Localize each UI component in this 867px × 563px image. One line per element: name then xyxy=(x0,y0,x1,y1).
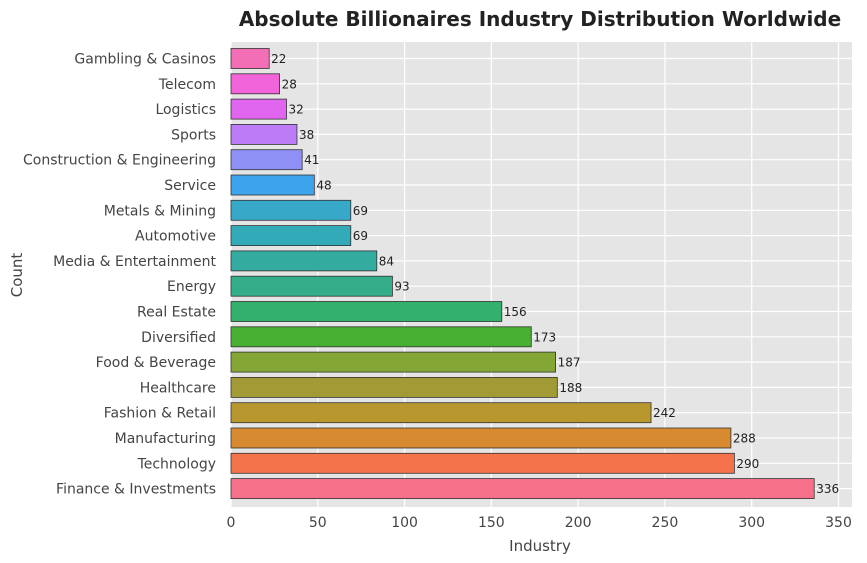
bar xyxy=(230,326,532,348)
category-label: Sports xyxy=(171,127,216,143)
x-tick-label: 0 xyxy=(227,515,236,531)
data-label: 156 xyxy=(504,305,527,319)
category-label: Manufacturing xyxy=(115,431,216,447)
bar xyxy=(230,48,270,69)
data-label: 187 xyxy=(558,356,581,370)
data-label: 173 xyxy=(533,330,556,344)
bar xyxy=(230,427,732,449)
data-label: 41 xyxy=(304,153,319,167)
category-label: Telecom xyxy=(158,77,216,93)
data-label: 22 xyxy=(271,52,286,66)
data-label: 48 xyxy=(316,179,331,193)
category-label: Real Estate xyxy=(137,305,216,321)
bar xyxy=(230,275,393,297)
data-label: 188 xyxy=(559,381,582,395)
category-labels: Gambling & Casinos Telecom Logistics Sports… xyxy=(23,52,216,498)
data-label: 28 xyxy=(282,77,297,91)
data-label: 32 xyxy=(289,103,304,117)
bar xyxy=(230,452,735,474)
bar xyxy=(230,250,378,272)
bar xyxy=(230,98,287,120)
bar xyxy=(230,225,352,247)
bar xyxy=(230,124,298,145)
category-label: Food & Beverage xyxy=(96,355,216,371)
data-label: 290 xyxy=(736,457,759,471)
data-label: 336 xyxy=(816,482,839,496)
category-label: Construction & Engineering xyxy=(23,153,216,169)
x-tick-label: 100 xyxy=(391,515,418,531)
y-axis-label: Count xyxy=(8,253,26,298)
bar xyxy=(230,199,352,221)
data-label: 69 xyxy=(353,204,368,218)
category-label: Healthcare xyxy=(140,380,216,396)
chart-title: Absolute Billionaires Industry Distribut… xyxy=(239,7,841,31)
data-label: 288 xyxy=(733,432,756,446)
data-label: 242 xyxy=(653,406,676,420)
bar xyxy=(230,73,280,95)
bar xyxy=(230,402,652,424)
x-tick-labels: 0 50 100 150 200 250 300 350 xyxy=(227,515,852,531)
bar xyxy=(230,301,503,322)
x-axis-label: Industry xyxy=(509,537,571,555)
category-label: Technology xyxy=(137,456,216,472)
data-label: 38 xyxy=(299,128,314,142)
category-label: Energy xyxy=(167,279,216,295)
x-tick-label: 150 xyxy=(478,515,505,531)
category-label: Gambling & Casinos xyxy=(74,52,216,68)
bar xyxy=(230,149,303,171)
x-tick-label: 250 xyxy=(652,515,679,531)
bars xyxy=(230,48,815,500)
data-label: 93 xyxy=(394,280,409,294)
x-tick-label: 200 xyxy=(565,515,592,531)
category-label: Media & Entertainment xyxy=(53,254,216,270)
category-label: Service xyxy=(164,178,216,194)
category-label: Metals & Mining xyxy=(104,203,216,219)
category-label: Automotive xyxy=(135,229,216,245)
bar xyxy=(230,478,815,500)
category-label: Fashion & Retail xyxy=(104,406,216,422)
category-label: Logistics xyxy=(155,102,216,118)
bar xyxy=(230,174,315,196)
category-label: Diversified xyxy=(141,330,216,346)
bar xyxy=(230,376,558,398)
category-label: Finance & Investments xyxy=(56,482,216,498)
data-label: 69 xyxy=(353,229,368,243)
x-tick-label: 50 xyxy=(309,515,327,531)
x-tick-label: 350 xyxy=(825,515,852,531)
data-label: 84 xyxy=(379,254,394,268)
bar xyxy=(230,351,556,373)
x-tick-label: 300 xyxy=(738,515,765,531)
